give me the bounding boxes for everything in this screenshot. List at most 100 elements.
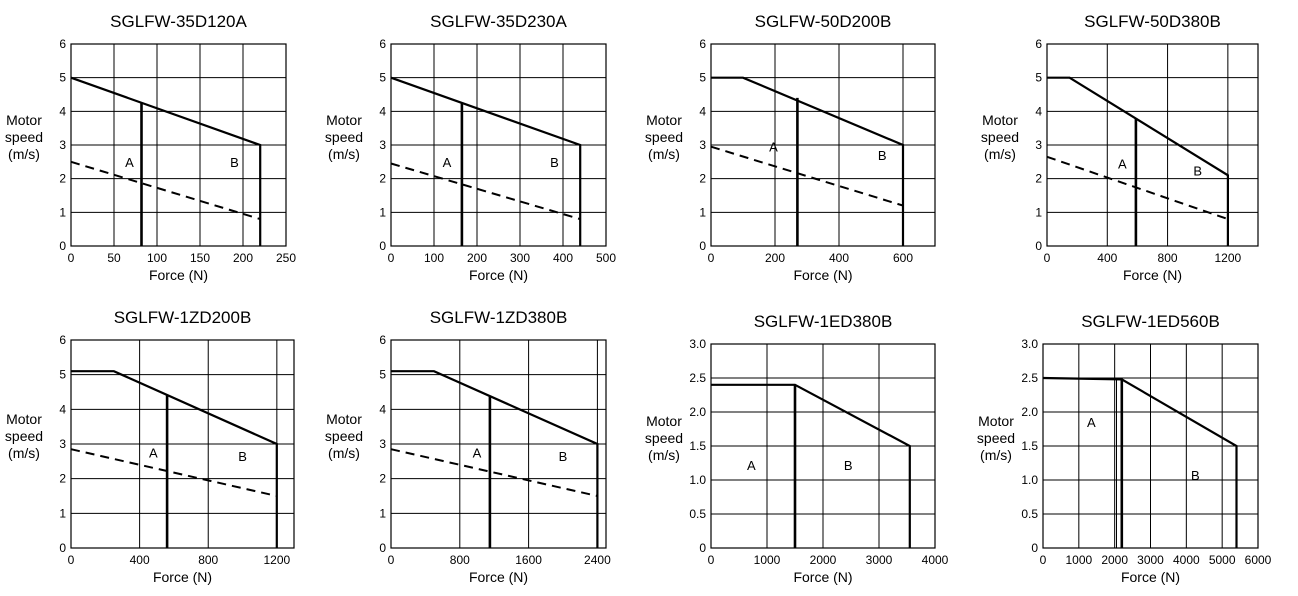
dashed-limit-line [390,448,598,497]
x-tick-label: 0 [388,251,395,265]
x-tick-label: 100 [147,251,167,265]
y-tick-label: 1 [379,205,386,219]
plot-frame [390,43,607,247]
y-tick-label: 5 [59,368,66,382]
x-tick-label: 200 [233,251,253,265]
dashed-limit-line [1046,155,1229,221]
x-tick-label: 150 [190,251,210,265]
x-axis-label: Force (N) [469,569,528,585]
y-tick-label: 0 [1035,239,1042,253]
y-tick-label: 4 [59,104,66,118]
x-tick-label: 400 [553,251,573,265]
speed-force-curve [390,76,582,246]
region-label-b: B [1193,163,1202,178]
y-axis-label-line: (m/s) [328,445,360,461]
x-axis-label: Force (N) [149,267,208,283]
x-tick-label: 2000 [1101,553,1128,567]
y-tick-label: 6 [379,333,386,347]
x-tick-label: 400 [130,553,150,567]
x-tick-label: 1200 [1215,251,1242,265]
dashed-limit-line [70,448,278,497]
x-tick-label: 50 [107,251,121,265]
y-tick-label: 0 [699,541,706,555]
y-tick-label: 1 [1035,205,1042,219]
x-tick-label: 600 [893,251,913,265]
dashed-limit-line [390,162,581,221]
y-tick-label: 1 [379,506,386,520]
plot-frame [70,43,287,247]
chart-panel-4: SGLFW-50D380B 0 400 800 1200 0 1 2 3 4 5 6 Force (N)… [981,12,1259,283]
y-axis-label-line: Motor [982,112,1018,128]
speed-force-curve [711,76,905,246]
y-tick-label: 0 [379,541,386,555]
region-label-a: A [769,140,778,155]
y-tick-label: 4 [1035,104,1042,118]
x-tick-label: 400 [829,251,849,265]
x-tick-label: 3000 [866,553,893,567]
x-axis-label: Force (N) [793,569,852,585]
plot-frame [710,343,936,549]
y-tick-label: 2 [379,172,386,186]
x-tick-label: 0 [1044,251,1051,265]
y-axis-label-line: Motor [978,413,1014,429]
y-axis-label-line: Motor [326,411,362,427]
x-axis-label: Force (N) [153,569,212,585]
y-axis-label-line: speed [5,428,43,444]
speed-force-curve [1042,376,1238,548]
y-axis-label-line: Motor [6,411,42,427]
y-tick-label: 6 [59,37,66,51]
x-tick-label: 0 [708,251,715,265]
x-tick-label: 4000 [1173,553,1200,567]
region-label-b: B [238,449,247,464]
y-axis-label-line: Motor [6,112,42,128]
y-axis-label-line: speed [325,129,363,145]
chart-title: SGLFW-35D230A [430,12,567,31]
y-axis-label-line: Motor [326,112,362,128]
x-tick-label: 0 [68,251,75,265]
y-axis-label-line: (m/s) [980,447,1012,463]
x-tick-label: 5000 [1209,553,1236,567]
y-tick-label: 3 [59,138,66,152]
x-tick-label: 1000 [754,553,781,567]
y-tick-label: 5 [379,368,386,382]
region-label-b: B [878,148,887,163]
x-tick-label: 400 [1097,251,1117,265]
y-axis-label-line: (m/s) [8,146,40,162]
plot-frame [70,339,295,549]
chart-title: SGLFW-50D380B [1084,12,1221,31]
y-axis-label-line: speed [325,428,363,444]
x-tick-label: 800 [198,553,218,567]
y-tick-label: 2.5 [1021,371,1038,385]
y-tick-label: 4 [379,402,386,416]
y-tick-label: 3.0 [689,337,706,351]
speed-force-curve [711,383,911,548]
y-tick-label: 3 [379,437,386,451]
region-label-b: B [559,449,568,464]
y-tick-label: 3 [59,437,66,451]
y-axis-label-line: (m/s) [648,146,680,162]
x-tick-label: 800 [450,553,470,567]
y-tick-label: 2.0 [1021,405,1038,419]
region-label-b: B [230,155,239,170]
chart-title: SGLFW-35D120A [110,12,247,31]
region-label-a: A [747,458,756,473]
y-axis-label-line: speed [5,129,43,145]
y-tick-label: 2 [379,472,386,486]
y-tick-label: 1 [699,205,706,219]
y-tick-label: 1.0 [689,473,706,487]
y-axis-label-line: speed [977,430,1015,446]
chart-title: SGLFW-1ED560B [1081,312,1220,331]
y-tick-label: 6 [1035,37,1042,51]
region-label-b: B [550,155,559,170]
y-axis-label-line: (m/s) [8,445,40,461]
y-tick-label: 5 [59,71,66,85]
x-tick-label: 2000 [810,553,837,567]
x-tick-label: 1000 [1065,553,1092,567]
y-tick-label: 0.5 [1021,507,1038,521]
y-tick-label: 1.0 [1021,473,1038,487]
x-tick-label: 250 [276,251,296,265]
x-axis-label: Force (N) [793,267,852,283]
y-tick-label: 1.5 [1021,439,1038,453]
region-label-a: A [1118,157,1127,172]
chart-title: SGLFW-1ED380B [754,312,893,331]
